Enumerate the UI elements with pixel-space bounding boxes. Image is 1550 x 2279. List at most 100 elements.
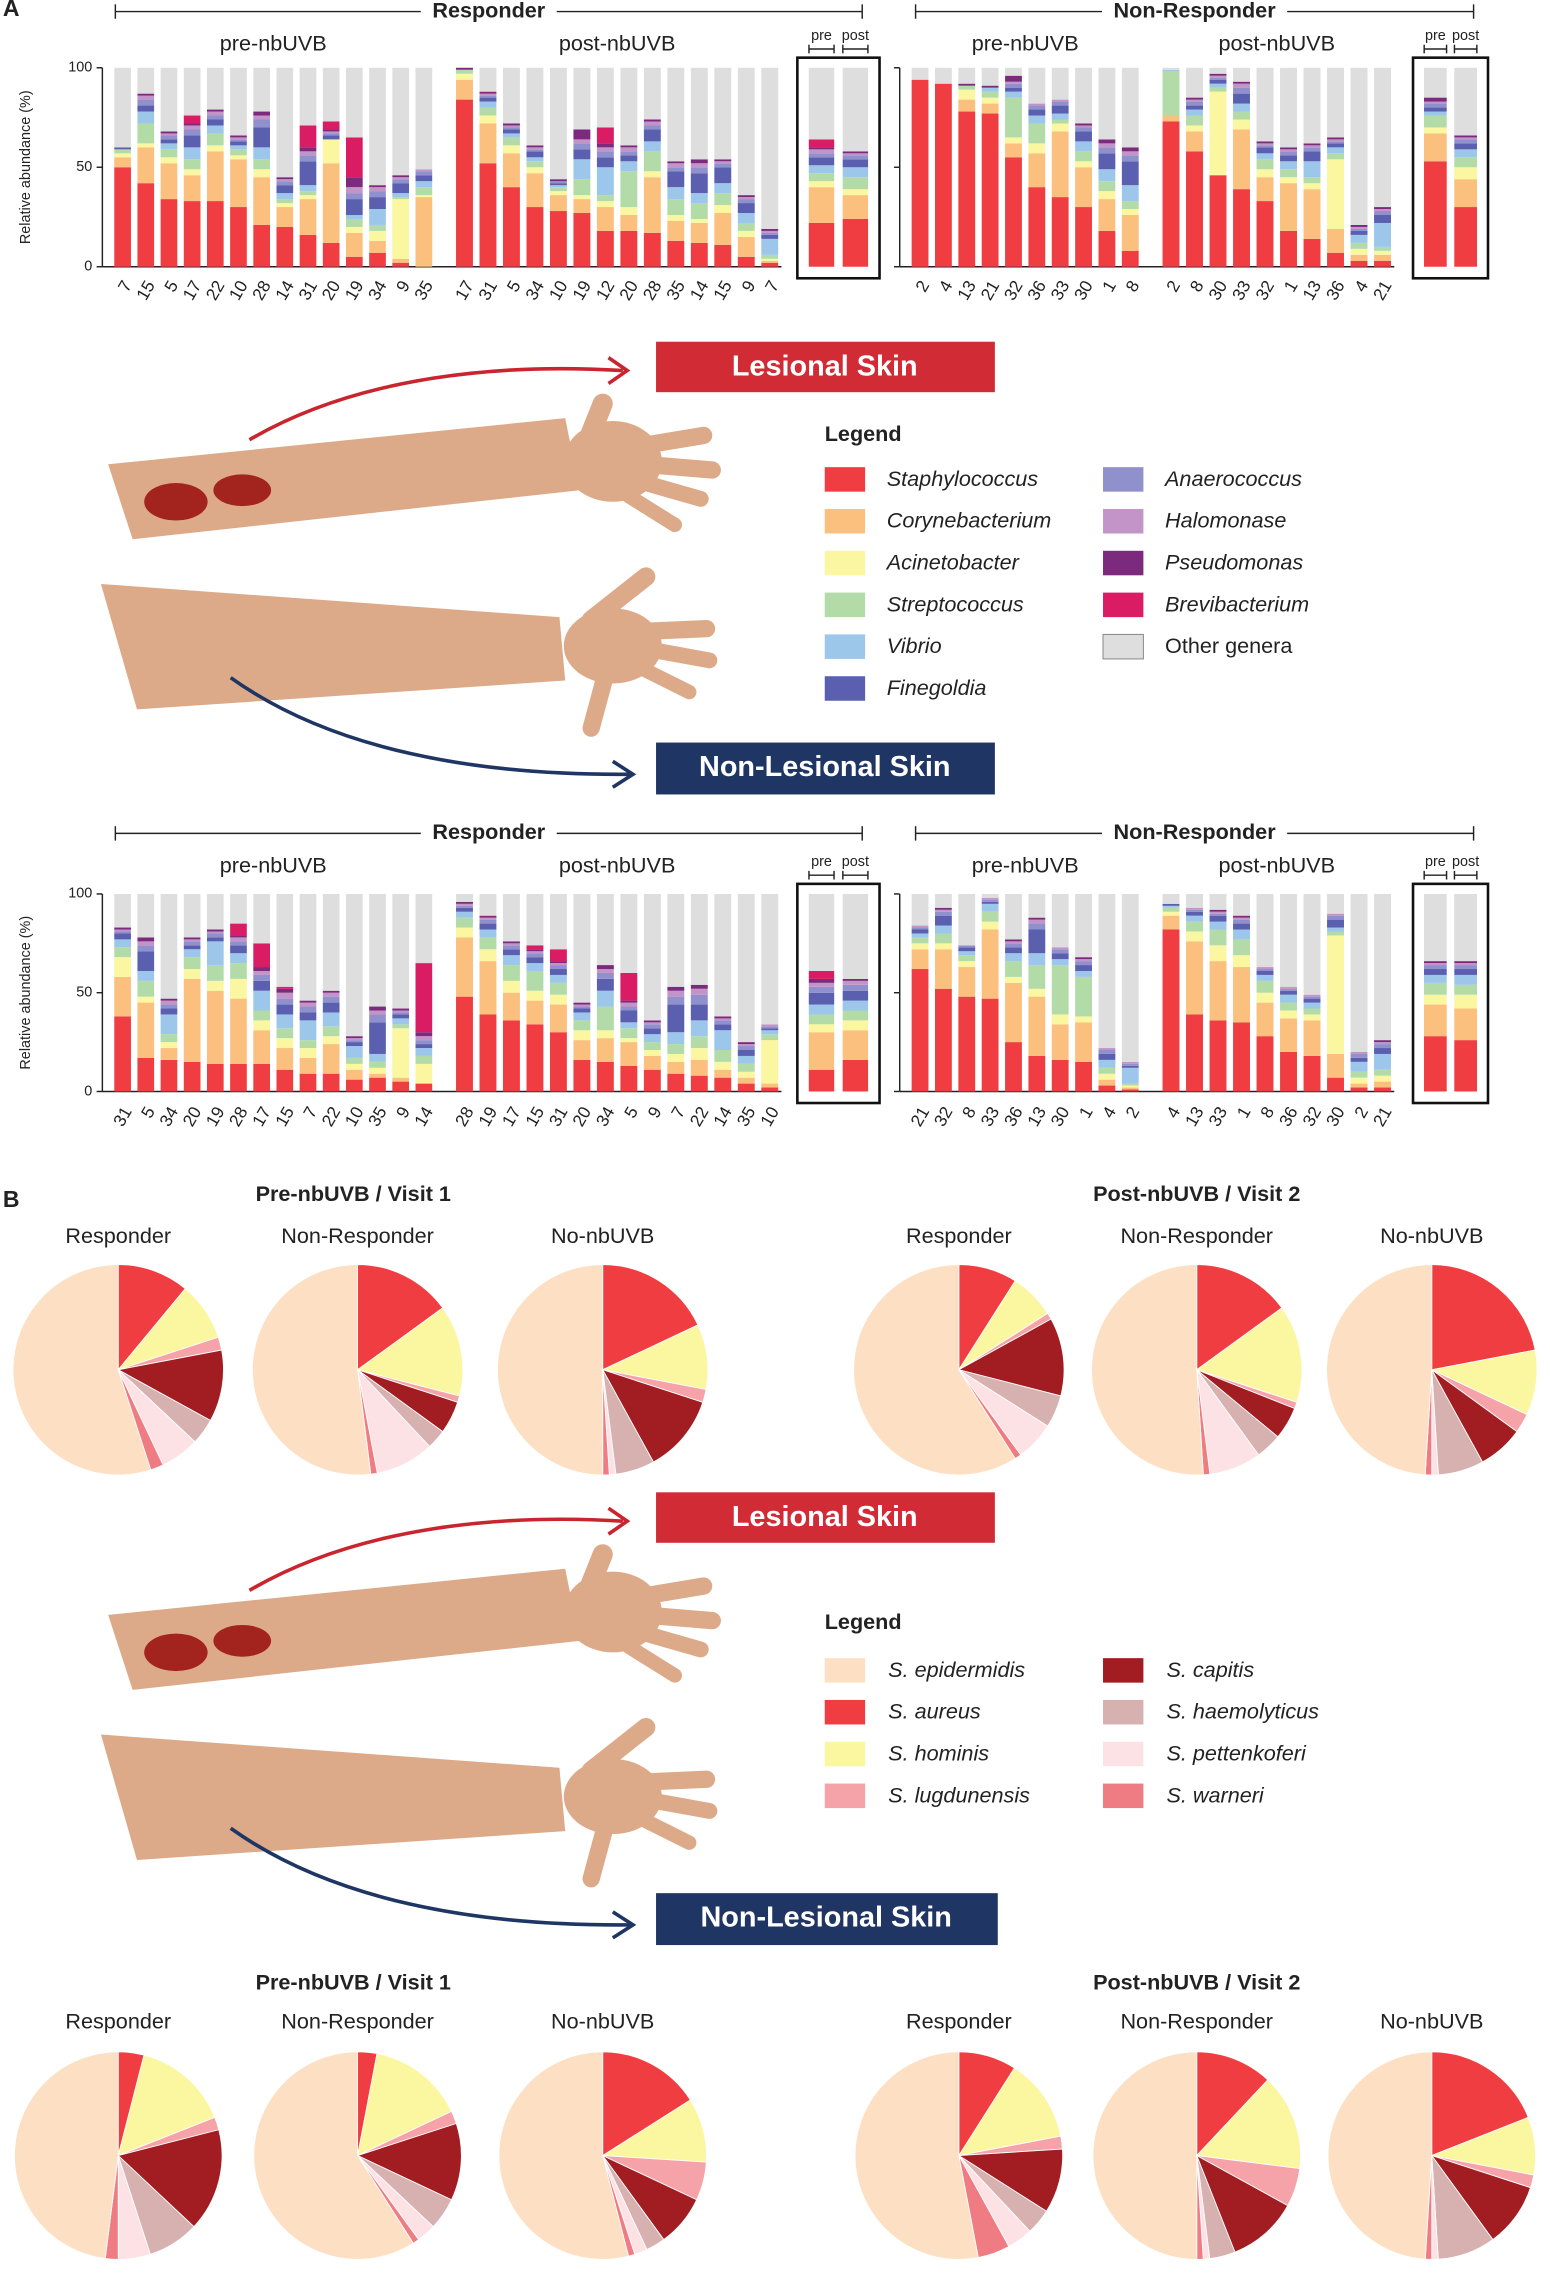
bar-segment bbox=[502, 980, 520, 993]
bar-segment bbox=[1098, 199, 1116, 231]
x-tick-label: 5 bbox=[620, 1103, 642, 1121]
bar-segment bbox=[1098, 191, 1116, 200]
bar-segment bbox=[573, 195, 591, 200]
bar-segment bbox=[911, 937, 929, 944]
bar-segment bbox=[842, 893, 869, 979]
pie-slice bbox=[602, 2051, 691, 2157]
bar-segment bbox=[761, 238, 779, 255]
panel-title: post-nbUVB bbox=[559, 852, 676, 877]
bar-segment bbox=[1186, 907, 1203, 910]
bar-segment bbox=[526, 167, 544, 174]
bar-segment bbox=[299, 125, 317, 148]
bar-segment bbox=[1374, 1053, 1391, 1070]
legend-label: Halomonase bbox=[1165, 508, 1286, 533]
bar-segment bbox=[345, 1063, 363, 1070]
bar-segment bbox=[549, 893, 567, 950]
bar-segment bbox=[1303, 183, 1321, 190]
bar-segment bbox=[1424, 103, 1447, 108]
bar-segment bbox=[620, 147, 638, 152]
pie-title: Responder bbox=[65, 2009, 171, 2034]
pie-title: Non-Responder bbox=[281, 1223, 434, 1248]
bar-segment bbox=[1162, 915, 1180, 930]
bar-segment bbox=[114, 933, 131, 940]
bar-segment bbox=[808, 1069, 835, 1092]
bar-segment bbox=[620, 155, 638, 162]
bar-segment bbox=[1350, 230, 1368, 235]
bar-segment bbox=[276, 1048, 294, 1070]
x-tick-label: 33 bbox=[1228, 277, 1255, 304]
bar-segment bbox=[690, 1059, 708, 1076]
skin-label-box bbox=[656, 1893, 998, 1946]
bar-segment bbox=[1186, 1014, 1203, 1092]
bar-segment bbox=[345, 137, 363, 178]
bar-segment bbox=[1209, 175, 1227, 267]
x-tick-label: 33 bbox=[1204, 1103, 1231, 1130]
bar-segment bbox=[230, 145, 247, 150]
bar-segment bbox=[549, 963, 567, 966]
bar-segment bbox=[183, 129, 201, 136]
bar-segment bbox=[737, 1083, 755, 1092]
bar-segment bbox=[1028, 917, 1046, 920]
bar-segment bbox=[206, 133, 224, 146]
bar-segment bbox=[1374, 893, 1391, 1041]
bar-segment bbox=[253, 127, 270, 148]
bar-segment bbox=[690, 1048, 708, 1060]
bar-segment bbox=[206, 965, 224, 981]
x-tick-label: 14 bbox=[410, 1103, 437, 1130]
bar-segment bbox=[737, 1050, 755, 1056]
bar-segment bbox=[1121, 151, 1139, 156]
bar-segment bbox=[549, 191, 567, 196]
bar-segment bbox=[1374, 207, 1391, 210]
bar-segment bbox=[1098, 169, 1116, 182]
bar-segment bbox=[1121, 1067, 1139, 1084]
bar-segment bbox=[345, 177, 363, 188]
bar-segment bbox=[299, 1000, 317, 1003]
bar-segment bbox=[596, 147, 614, 152]
bar-segment bbox=[958, 85, 976, 90]
group-title: Pre-nbUVB / Visit 1 bbox=[256, 1181, 451, 1206]
bar-segment bbox=[392, 1018, 410, 1025]
bar-segment bbox=[206, 151, 224, 202]
bar-segment bbox=[596, 1030, 614, 1039]
bar-segment bbox=[690, 173, 708, 194]
bar-segment bbox=[1098, 230, 1116, 267]
bar-segment bbox=[114, 167, 131, 267]
bar-segment bbox=[1209, 91, 1227, 176]
bar-segment bbox=[253, 119, 270, 128]
bar-segment bbox=[253, 111, 270, 116]
bar-segment bbox=[276, 199, 294, 204]
bar-segment bbox=[1005, 947, 1022, 954]
bar-segment bbox=[230, 953, 247, 964]
bar-segment bbox=[369, 252, 386, 267]
bar-segment bbox=[808, 978, 835, 983]
panel-title: pre-nbUVB bbox=[972, 30, 1079, 55]
bar-segment bbox=[1028, 115, 1046, 124]
bar-segment bbox=[456, 996, 473, 1092]
bar-segment bbox=[253, 974, 270, 981]
bar-segment bbox=[369, 230, 386, 241]
bar-segment bbox=[842, 984, 869, 991]
bar-segment bbox=[345, 218, 363, 227]
bar-segment bbox=[573, 1040, 591, 1060]
bar-segment bbox=[1303, 151, 1321, 162]
bar-segment bbox=[643, 1034, 661, 1043]
bar-segment bbox=[549, 974, 567, 983]
bar-segment bbox=[230, 923, 247, 936]
x-tick-label: 36 bbox=[1023, 277, 1050, 304]
bar-segment bbox=[808, 1004, 835, 1015]
bar-segment bbox=[1424, 107, 1447, 112]
bar-segment bbox=[114, 929, 131, 932]
bar-segment bbox=[1075, 207, 1092, 267]
bar-segment bbox=[276, 177, 294, 180]
bar-segment bbox=[479, 949, 497, 962]
bar-segment bbox=[690, 193, 708, 204]
bar-segment bbox=[1233, 955, 1250, 968]
bar-segment bbox=[345, 893, 363, 1037]
bar-segment bbox=[1005, 75, 1022, 82]
bar-segment bbox=[690, 1004, 708, 1021]
bar-segment bbox=[1327, 137, 1344, 140]
bar-segment bbox=[714, 1030, 732, 1051]
bar-segment bbox=[620, 1010, 638, 1023]
bar-segment bbox=[230, 139, 247, 142]
bar-segment bbox=[1209, 67, 1227, 74]
